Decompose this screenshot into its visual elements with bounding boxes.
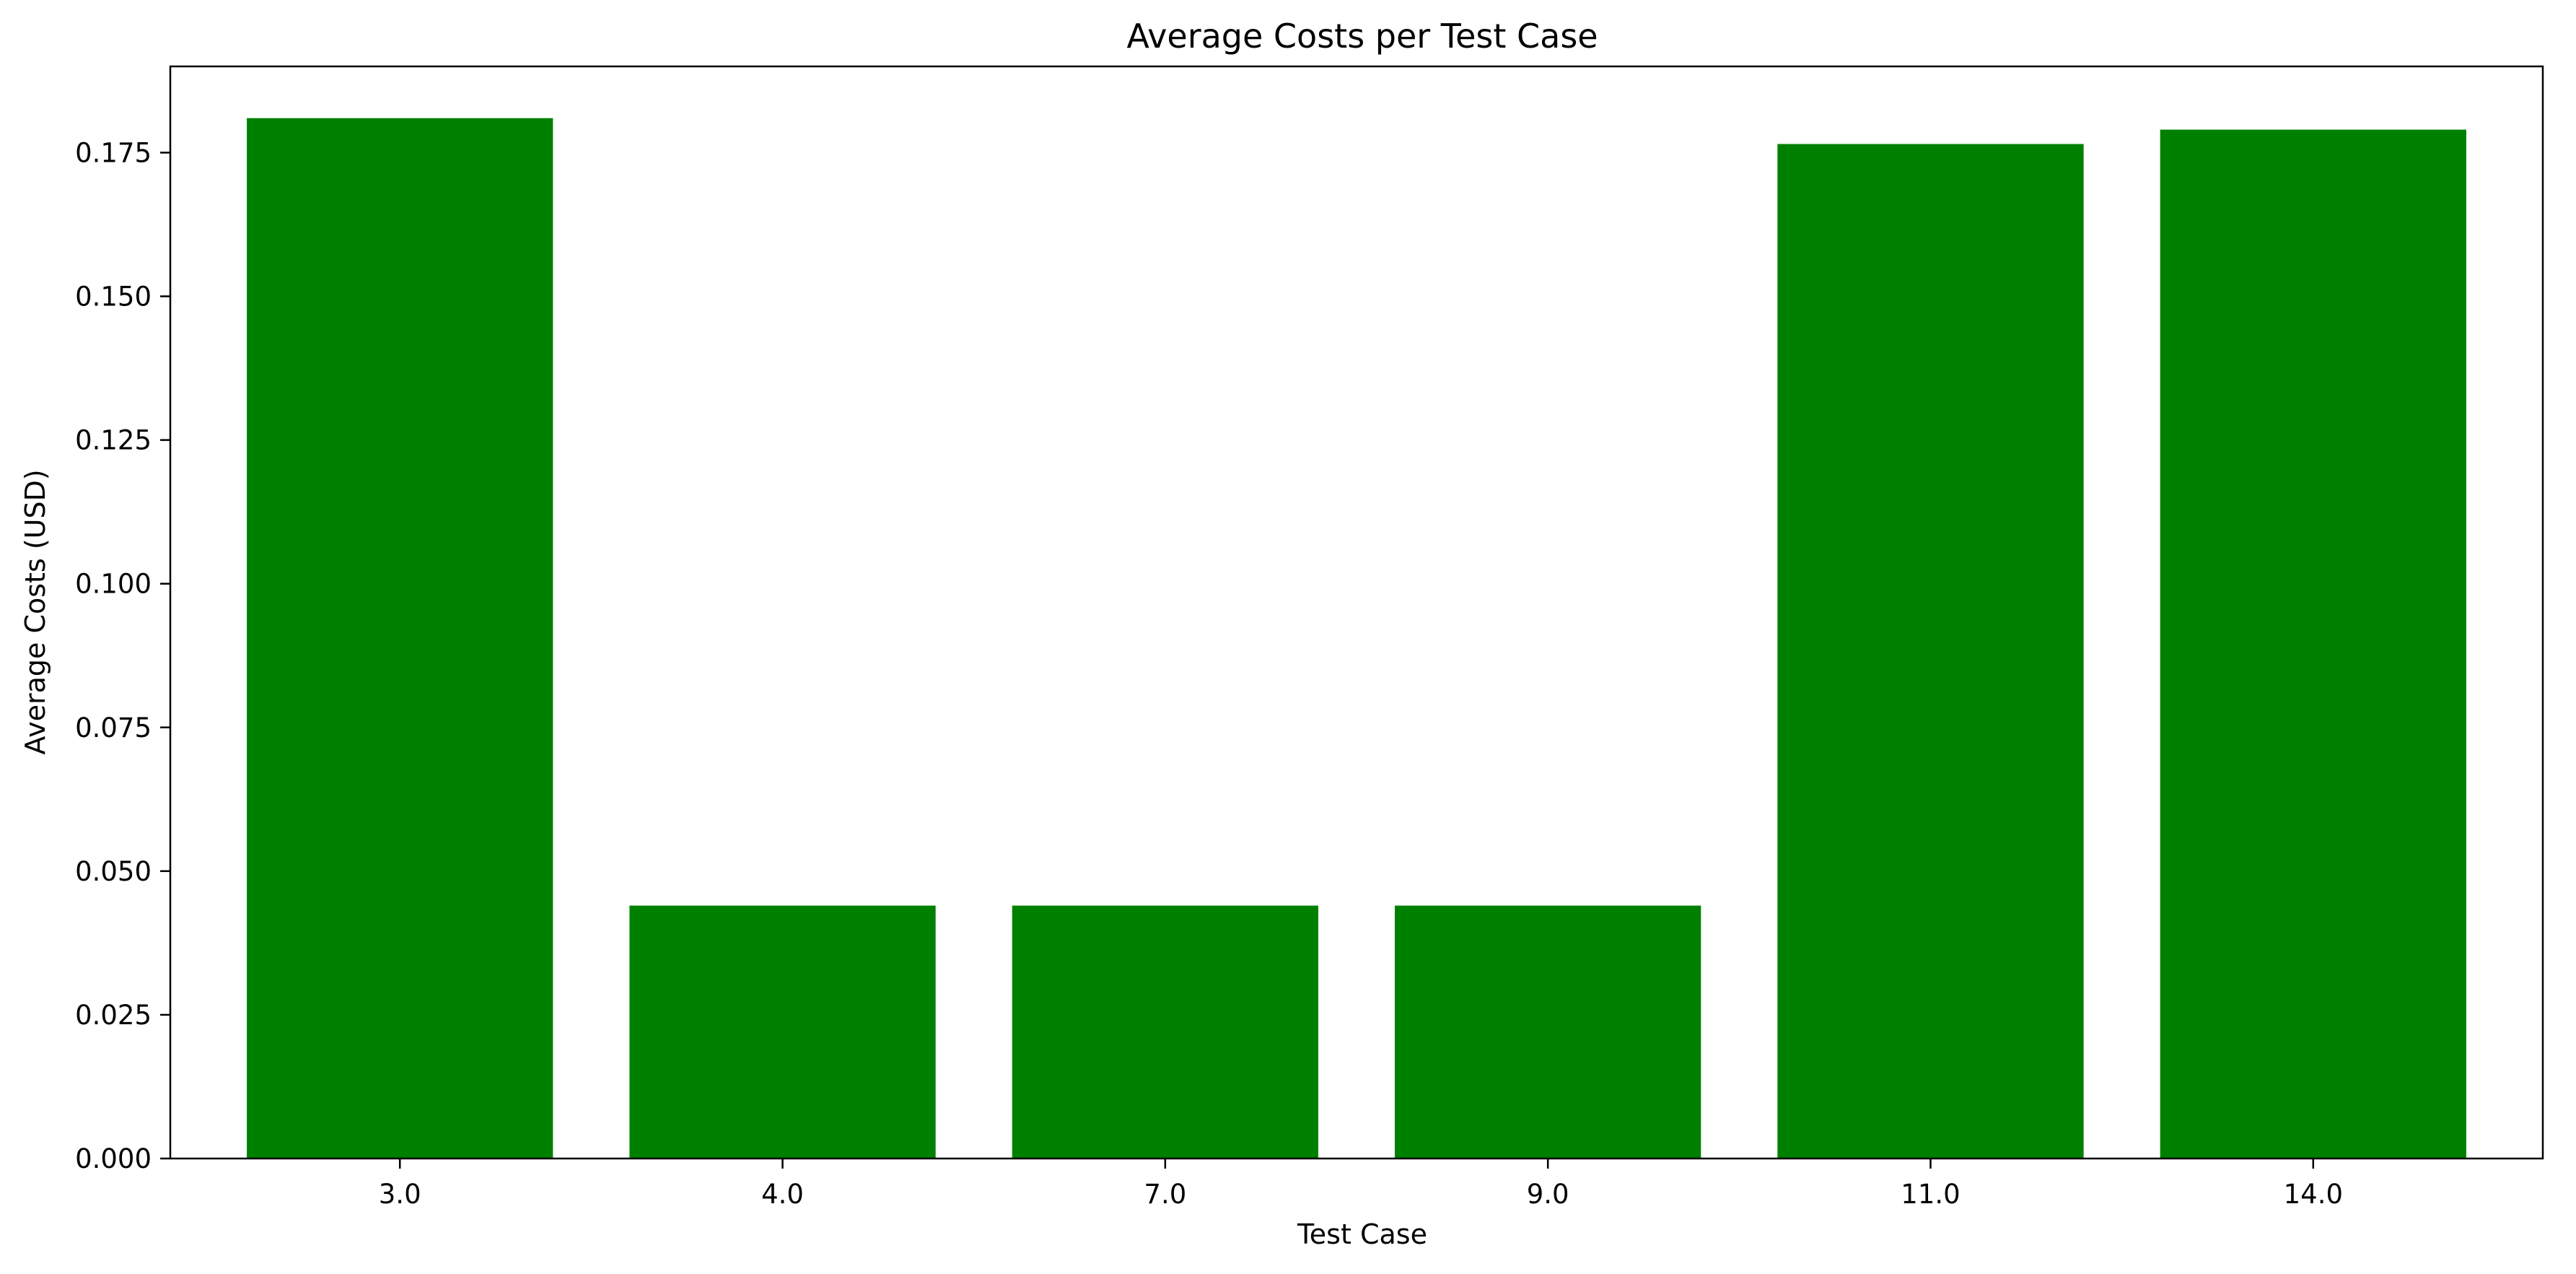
x-tick-label: 9.0	[1527, 1179, 1569, 1210]
bar-9.0	[1395, 905, 1701, 1159]
y-tick-label: 0.075	[75, 712, 152, 743]
y-tick-label: 0.150	[75, 282, 152, 313]
x-tick-label: 7.0	[1144, 1179, 1186, 1210]
y-axis-label: Average Costs (USD)	[19, 469, 51, 754]
plot-area: 0.000 0.025 0.050 0.075 0.100 0.125 0.150 0.175…	[75, 65, 2544, 1210]
y-tick-label: 0.125	[75, 425, 152, 456]
bar-3.0	[247, 118, 553, 1159]
bar-7.0	[1012, 905, 1318, 1159]
y-tick-label: 0.175	[75, 137, 152, 168]
y-tick-label: 0.000	[75, 1143, 152, 1174]
x-tick-label: 4.0	[761, 1179, 804, 1210]
x-tick-label: 11.0	[1901, 1179, 1960, 1210]
bar-4.0	[629, 905, 936, 1159]
x-tick-label: 3.0	[379, 1179, 421, 1210]
y-tick-label: 0.025	[75, 1000, 152, 1031]
x-tick-label: 14.0	[2284, 1179, 2343, 1210]
bar-14.0	[2160, 129, 2466, 1159]
y-tick-label: 0.050	[75, 856, 152, 887]
chart-title: Average Costs per Test Case	[1126, 17, 1598, 56]
y-tick-label: 0.100	[75, 569, 152, 600]
bar-11.0	[1777, 144, 2084, 1159]
axes-frame	[169, 65, 2544, 1160]
x-axis-label: Test Case	[1297, 1218, 1427, 1250]
